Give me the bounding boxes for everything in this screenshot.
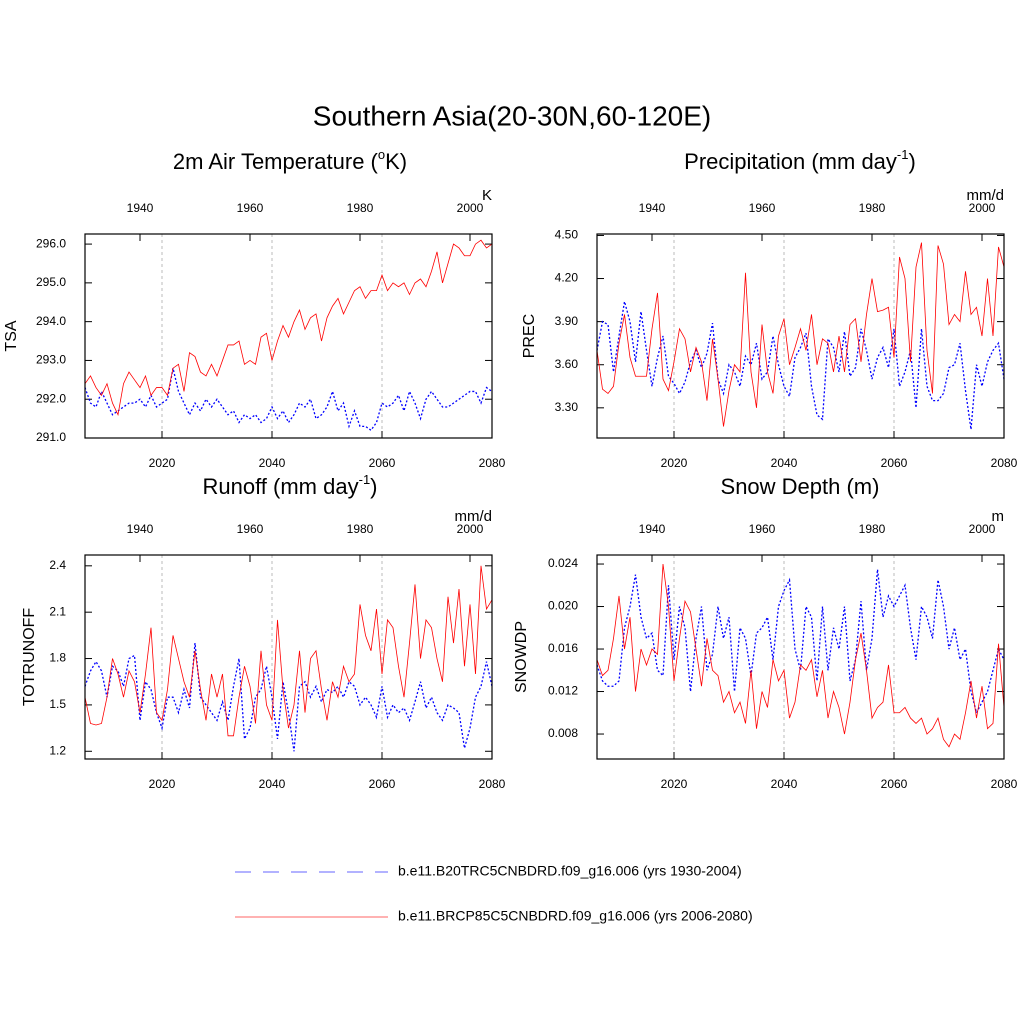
y-tick-label: 291.0 (36, 430, 66, 444)
x-tick-label: 2040 (771, 777, 798, 791)
x-tick-label: 2080 (991, 777, 1018, 791)
title-part: Runoff (mm day (203, 474, 359, 499)
series-line (596, 569, 1005, 715)
y-tick-label: 0.024 (548, 556, 578, 570)
series-line (84, 643, 493, 752)
series-line (596, 301, 1005, 430)
units-label: m (992, 508, 1005, 525)
x2-tick-label: 2000 (969, 201, 996, 215)
x-tick-label: 2020 (149, 777, 176, 791)
y-tick-label: 1.8 (49, 651, 66, 665)
y-tick-label: 2.1 (49, 604, 66, 618)
panel-title: Runoff (mm day-1) (203, 472, 378, 499)
x-tick-label: 2020 (149, 456, 176, 470)
y-tick-label: 1.5 (49, 697, 66, 711)
y-tick-label: 292.0 (36, 391, 66, 405)
plot-frame (84, 233, 493, 439)
panel-title: Precipitation (mm day-1) (684, 147, 916, 174)
y-tick-label: 293.0 (36, 353, 66, 367)
title-part: Snow Depth (m) (721, 474, 880, 499)
x2-tick-label: 1960 (237, 201, 264, 215)
y-axis-label: PREC (521, 314, 538, 358)
title-part: -1 (897, 147, 909, 162)
y-tick-label: 4.20 (555, 271, 579, 285)
x-tick-label: 2040 (259, 777, 286, 791)
x-tick-label: 2060 (369, 777, 396, 791)
x-tick-label: 2060 (881, 777, 908, 791)
x-tick-label: 2020 (661, 777, 688, 791)
x-tick-label: 2080 (991, 456, 1018, 470)
title-part: K) (385, 149, 407, 174)
title-part: ) (370, 474, 377, 499)
series-line (596, 242, 1005, 427)
x-tick-label: 2020 (661, 456, 688, 470)
x2-tick-label: 2000 (969, 522, 996, 536)
x2-tick-label: 1980 (347, 201, 374, 215)
x2-tick-label: 2000 (457, 522, 484, 536)
y-tick-label: 295.0 (36, 275, 66, 289)
x-tick-label: 2060 (369, 456, 396, 470)
series-line (84, 239, 493, 417)
x2-tick-label: 1940 (639, 522, 666, 536)
plot-frame (596, 554, 1005, 760)
x-tick-label: 2080 (479, 777, 506, 791)
y-tick-label: 0.008 (548, 726, 578, 740)
x2-tick-label: 2000 (457, 201, 484, 215)
y-tick-label: 0.020 (548, 599, 578, 613)
figure-title: Southern Asia(20-30N,60-120E) (313, 100, 711, 131)
y-axis-label: SNOWDP (513, 621, 530, 693)
x2-tick-label: 1940 (127, 201, 154, 215)
y-tick-label: 2.4 (49, 558, 66, 572)
legend-label: b.e11.B20TRC5CNBDRD.f09_g16.006 (yrs 193… (398, 863, 742, 879)
series-line (596, 563, 1005, 748)
x2-tick-label: 1980 (859, 522, 886, 536)
x2-tick-label: 1980 (347, 522, 374, 536)
title-part: Precipitation (mm day (684, 149, 897, 174)
title-part: -1 (359, 472, 371, 487)
x2-tick-label: 1940 (127, 522, 154, 536)
x-tick-label: 2060 (881, 456, 908, 470)
y-tick-label: 4.50 (555, 228, 579, 242)
x2-tick-label: 1940 (639, 201, 666, 215)
legend-label: b.e11.BRCP85C5CNBDRD.f09_g16.006 (yrs 20… (398, 908, 753, 924)
units-label: K (482, 187, 492, 204)
plot-frame (596, 233, 1005, 439)
x-tick-label: 2080 (479, 456, 506, 470)
series-line (84, 368, 493, 432)
y-tick-label: 3.30 (555, 400, 579, 414)
y-tick-label: 0.016 (548, 641, 578, 655)
x2-tick-label: 1960 (237, 522, 264, 536)
x2-tick-label: 1960 (749, 201, 776, 215)
y-tick-label: 1.2 (49, 743, 66, 757)
y-tick-label: 3.60 (555, 357, 579, 371)
y-tick-label: 294.0 (36, 314, 66, 328)
x-tick-label: 2040 (259, 456, 286, 470)
panel-title: Snow Depth (m) (721, 474, 880, 499)
title-part: 2m Air Temperature ( (173, 149, 379, 174)
panel-title: 2m Air Temperature (oK) (173, 147, 407, 174)
y-tick-label: 296.0 (36, 236, 66, 250)
y-axis-label: TOTRUNOFF (21, 608, 38, 707)
title-part: ) (908, 149, 915, 174)
x2-tick-label: 1980 (859, 201, 886, 215)
units-label: mm/d (967, 187, 1005, 204)
x-tick-label: 2040 (771, 456, 798, 470)
title-part: o (378, 147, 385, 162)
series-line (84, 565, 493, 737)
y-tick-label: 3.90 (555, 314, 579, 328)
y-axis-label: TSA (3, 320, 20, 351)
plot-frame (84, 554, 493, 760)
y-tick-label: 0.012 (548, 684, 578, 698)
units-label: mm/d (455, 508, 493, 525)
x2-tick-label: 1960 (749, 522, 776, 536)
